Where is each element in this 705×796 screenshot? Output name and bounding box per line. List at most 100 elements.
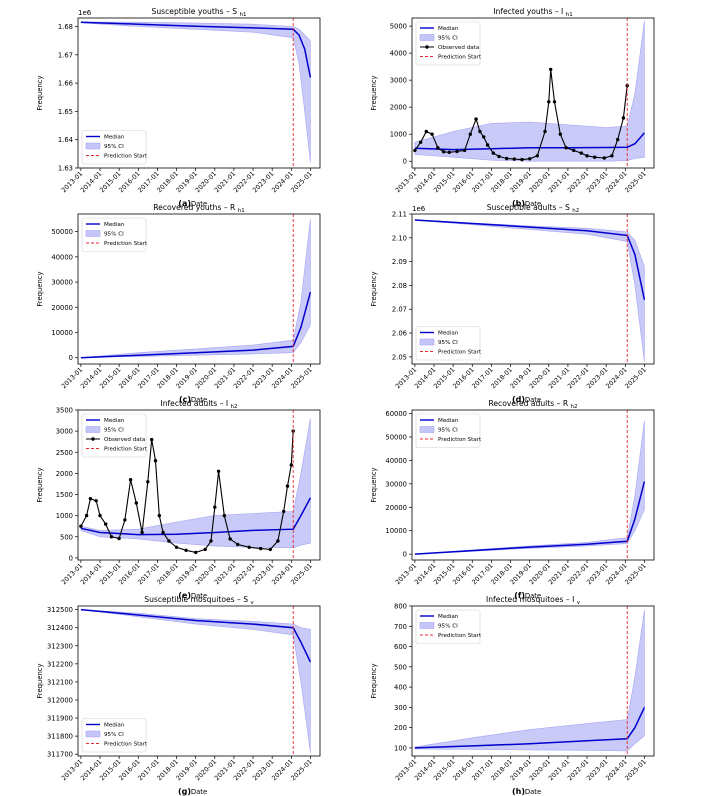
observed-point (593, 155, 597, 159)
observed-point (441, 150, 446, 154)
observed-point (585, 154, 589, 158)
y-tick-label: 1.66 (58, 80, 73, 88)
observed-point (616, 137, 620, 142)
observed-point (94, 499, 98, 503)
observed-point (505, 156, 509, 161)
plot-frame (77, 17, 321, 169)
ci-band (80, 218, 311, 358)
legend-label: 95% CI (104, 428, 124, 434)
observed-point (552, 100, 557, 104)
legend-ci-swatch (419, 34, 435, 41)
legend-ci-swatch (85, 230, 101, 237)
median-line (80, 497, 312, 536)
observed-point (104, 522, 108, 526)
legend-label: Prediction Start (438, 55, 482, 61)
legend: Median 95% CI Prediction Start (415, 326, 482, 361)
y-tick-label: 50000 (51, 228, 73, 236)
observed-point (174, 545, 179, 549)
x-tick-label: 2025-01 (289, 758, 314, 783)
panel-title: Recovered adults – R h2 (488, 399, 577, 410)
y-axis-label: Frequency (36, 75, 44, 110)
observed-point (462, 148, 467, 153)
legend-ci-swatch (419, 426, 435, 433)
observed-point (209, 539, 213, 543)
median-line (80, 21, 312, 78)
legend-ci-swatch (85, 426, 101, 433)
observed-point (216, 469, 221, 473)
chart-panel: 2.052.062.072.082.092.102.112013-012014-… (370, 203, 655, 404)
y-tick-label: 2.07 (392, 306, 407, 314)
observed-point (455, 149, 459, 154)
observed-point (528, 157, 532, 161)
observed-point (84, 513, 89, 518)
legend-label: Median (104, 222, 125, 228)
y-tick-label: 300 (394, 704, 407, 712)
y-tick-label: 1.67 (58, 51, 73, 59)
y-tick-label: 2.06 (392, 330, 407, 338)
observed-point (247, 545, 251, 549)
x-axis-label: Date (191, 592, 207, 600)
legend-ci-swatch (419, 338, 435, 346)
observed-point (123, 518, 127, 522)
panel-label: (c) (179, 395, 191, 404)
y-tick-label: 10000 (385, 527, 407, 535)
y-axis-label: Frequency (370, 271, 378, 306)
panel-title: Susceptible adults – S h2 (487, 203, 580, 214)
observed-point (413, 148, 417, 153)
observed-point (285, 484, 290, 488)
y-axis-label: Frequency (370, 467, 378, 502)
observed-point (276, 539, 280, 543)
y-tick-label: 2.05 (392, 353, 407, 361)
legend: Median 95% CI Prediction Start (81, 718, 148, 753)
y-tick-label: 3500 (56, 407, 73, 415)
panel-title: Susceptible mosquitoes – S v (144, 595, 254, 606)
observed-point (478, 129, 482, 134)
legend-label: 95% CI (104, 232, 124, 238)
legend-label: Median (104, 723, 125, 729)
observed-point (134, 501, 138, 505)
legend-label: Median (104, 418, 125, 424)
x-axis-label: Date (191, 396, 207, 404)
observed-point (146, 480, 150, 484)
legend: Median 95% CI Prediction Start (415, 609, 482, 644)
ci-band (80, 418, 311, 549)
legend-label: Prediction Start (438, 633, 482, 639)
panel-label: (d) (512, 395, 525, 404)
legend-label: Median (438, 418, 459, 424)
offset-label: 1e6 (412, 205, 426, 213)
legend: Median 95% CI Observed data Prediction Star… (81, 413, 148, 458)
y-tick-label: 50000 (385, 433, 407, 441)
observed-point (485, 143, 490, 147)
observed-point (153, 459, 158, 463)
legend-label: Observed data (438, 45, 479, 51)
y-tick-label: 1.63 (58, 165, 73, 173)
x-tick-label: 2025-01 (623, 758, 648, 783)
observed-point (547, 100, 551, 104)
legend-ci-swatch (85, 142, 101, 150)
observed-point (268, 547, 272, 552)
x-tick-label: 2025-01 (289, 170, 314, 195)
y-tick-label: 2500 (56, 449, 73, 457)
y-tick-label: 0 (403, 158, 407, 166)
panel-label: (a) (178, 199, 191, 208)
x-tick-label: 2025-01 (623, 562, 648, 587)
y-tick-label: 312200 (47, 660, 73, 668)
chart-panel: 01000020000300004000050000600002013-0120… (370, 399, 655, 600)
plot-frame (411, 409, 655, 561)
observed-point (543, 129, 547, 134)
median-line (80, 292, 312, 359)
y-tick-label: 312000 (47, 696, 73, 704)
ci-band (414, 610, 645, 752)
legend-label: Prediction Start (104, 154, 148, 160)
legend-label: Median (104, 135, 125, 141)
y-tick-label: 312400 (47, 624, 73, 632)
y-axis-label: Frequency (370, 75, 378, 110)
ci-band (414, 219, 645, 362)
median-line (414, 481, 646, 555)
panel-title: Recovered youths – R h1 (153, 203, 244, 214)
y-tick-label: 1500 (56, 491, 73, 499)
observed-point (482, 135, 486, 139)
observed-point (424, 129, 428, 134)
plot-frame (77, 605, 321, 757)
